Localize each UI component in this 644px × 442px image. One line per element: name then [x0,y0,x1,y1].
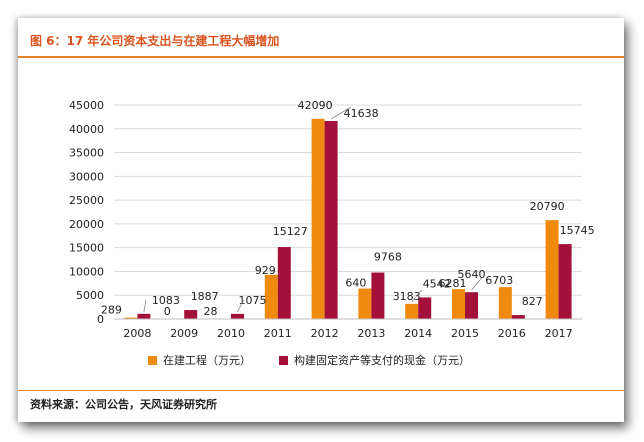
data-label-series2: 4542 [423,277,451,290]
bar-series2 [371,272,385,319]
y-tick-label: 20000 [69,218,104,231]
bar-series1 [124,317,138,319]
data-label-series2: 15127 [273,225,308,238]
y-tick-label: 0 [97,313,104,326]
data-label-series2: 1075 [239,294,267,307]
bar-series2 [184,310,198,319]
legend-label-series2: 构建固定资产等支付的现金（万元） [294,354,470,367]
bar-series2 [418,297,432,319]
bar-series1 [311,118,325,319]
bar-series2 [231,313,244,319]
y-tick-label: 10000 [69,265,104,278]
data-label-series1: 28 [204,305,218,318]
bar-series2 [137,313,151,319]
data-label-series1: 0 [164,305,171,318]
figure-title: 图 6：17 年公司资本支出与在建工程大幅增加 [30,34,280,48]
data-label-series1: 6703 [485,274,513,287]
bar-series1 [405,303,419,319]
source-divider [18,390,624,391]
x-tick-label: 2010 [217,327,245,340]
bar-chart: 0 5000 10000 15000 20000 25000 30000 35000 40000… [69,99,595,340]
bar-series1 [498,287,512,319]
x-tick-label: 2008 [123,327,151,340]
data-label-series2: 1887 [191,290,219,303]
x-tick-label: 2011 [264,327,292,340]
data-label-series2: 1083 [152,294,180,307]
data-label-series1: 640 [345,277,366,290]
chart-legend: 在建工程（万元） 构建固定资产等支付的现金（万元） [148,352,470,368]
label-leader-line [143,299,147,312]
data-label-series1: 42090 [298,99,333,112]
label-leader-line [471,277,482,291]
bar-series2 [277,247,291,319]
figure-card: 图 6：17 年公司资本支出与在建工程大幅增加 0 5000 10000 15000 2… [18,18,624,422]
legend-swatch-series1 [148,355,157,365]
data-label-series2: 41638 [344,107,379,120]
y-tick-label: 45000 [69,99,104,112]
label-leader-line [411,289,423,303]
legend-item-series2: 构建固定资产等支付的现金（万元） [279,352,470,368]
y-tick-label: 30000 [69,170,104,183]
data-label-series1: 6281 [439,277,467,290]
bar-series1 [264,274,278,319]
x-tick-label: 2016 [498,327,526,340]
data-label-series2: 9768 [374,251,402,264]
source-note: 资料来源：公司公告，天风证券研究所 [30,398,217,411]
data-label-series2: 827 [522,295,543,308]
data-label-series1: 289 [101,304,122,317]
legend-label-series1: 在建工程（万元） [163,354,251,367]
x-tick-label: 2017 [545,327,573,340]
data-label-series2: 5640 [458,268,486,281]
legend-swatch-series2 [279,355,288,365]
x-tick-label: 2009 [170,327,198,340]
x-tick-label: 2015 [451,327,479,340]
y-tick-label: 15000 [69,242,104,255]
data-label-series2: 15745 [560,224,595,237]
x-tick-label: 2013 [357,327,385,340]
label-leader-line [237,299,244,313]
x-tick-label: 2012 [311,327,339,340]
y-tick-label: 40000 [69,123,104,136]
label-leader-line [330,106,352,120]
bar-series2 [465,292,478,319]
bar-series1 [452,289,465,319]
bar-series2 [324,120,338,319]
bar-series1 [545,220,559,319]
y-tick-label: 25000 [69,194,104,207]
data-label-series1: 929 [255,264,276,277]
y-tick-label: 5000 [76,289,104,302]
bar-series1 [358,288,372,319]
title-divider [18,56,624,58]
legend-item-series1: 在建工程（万元） [148,352,251,368]
bar-series2 [511,315,525,319]
x-tick-label: 2014 [404,327,432,340]
bar-series2 [558,244,572,319]
y-tick-label: 35000 [69,147,104,160]
data-label-series1: 20790 [530,200,565,213]
